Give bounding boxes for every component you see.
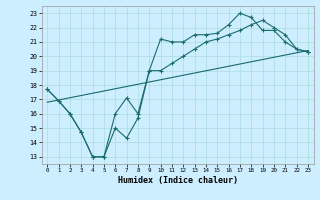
X-axis label: Humidex (Indice chaleur): Humidex (Indice chaleur) (118, 176, 237, 185)
